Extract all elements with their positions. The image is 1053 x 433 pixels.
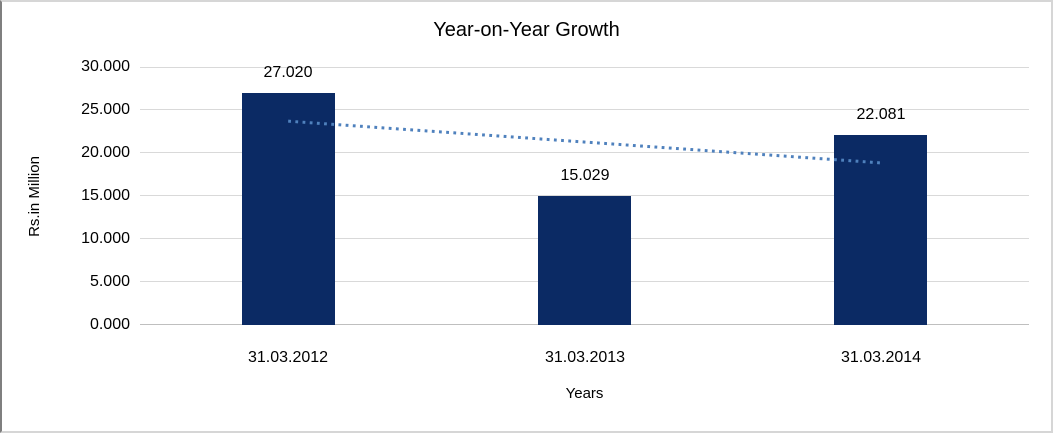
bar <box>834 135 927 325</box>
bars-layer <box>140 67 1029 325</box>
x-axis-title: Years <box>565 385 604 402</box>
gridline <box>140 67 1029 68</box>
bar <box>538 196 631 325</box>
x-category-labels: 31.03.2012 31.03.2013 31.03.2014 <box>140 348 1029 368</box>
gridline <box>140 152 1029 153</box>
trendline-svg <box>288 119 881 165</box>
y-tick-label: 5.000 <box>89 273 130 290</box>
y-tick-label: 15.000 <box>81 187 130 204</box>
plot-area: 27.020 15.029 22.081 <box>140 64 1029 325</box>
y-axis-labels: 0.000 5.000 10.000 15.000 20.000 25.000 30.000 <box>2 58 134 333</box>
x-category-label: 31.03.2014 <box>840 349 922 366</box>
y-tick-label: 0.000 <box>89 316 130 333</box>
gridline <box>140 195 1029 196</box>
bar <box>242 93 335 325</box>
trendline <box>288 119 881 165</box>
gridline <box>140 109 1029 110</box>
y-tick-label: 20.000 <box>81 144 130 161</box>
chart-title: Year-on-Year Growth <box>433 19 620 41</box>
x-category-label: 31.03.2012 <box>247 349 329 366</box>
y-tick-label: 30.000 <box>81 58 130 75</box>
x-category-label: 31.03.2013 <box>544 349 626 366</box>
y-tick-label: 10.000 <box>81 230 130 247</box>
y-tick-label: 25.000 <box>81 101 130 118</box>
